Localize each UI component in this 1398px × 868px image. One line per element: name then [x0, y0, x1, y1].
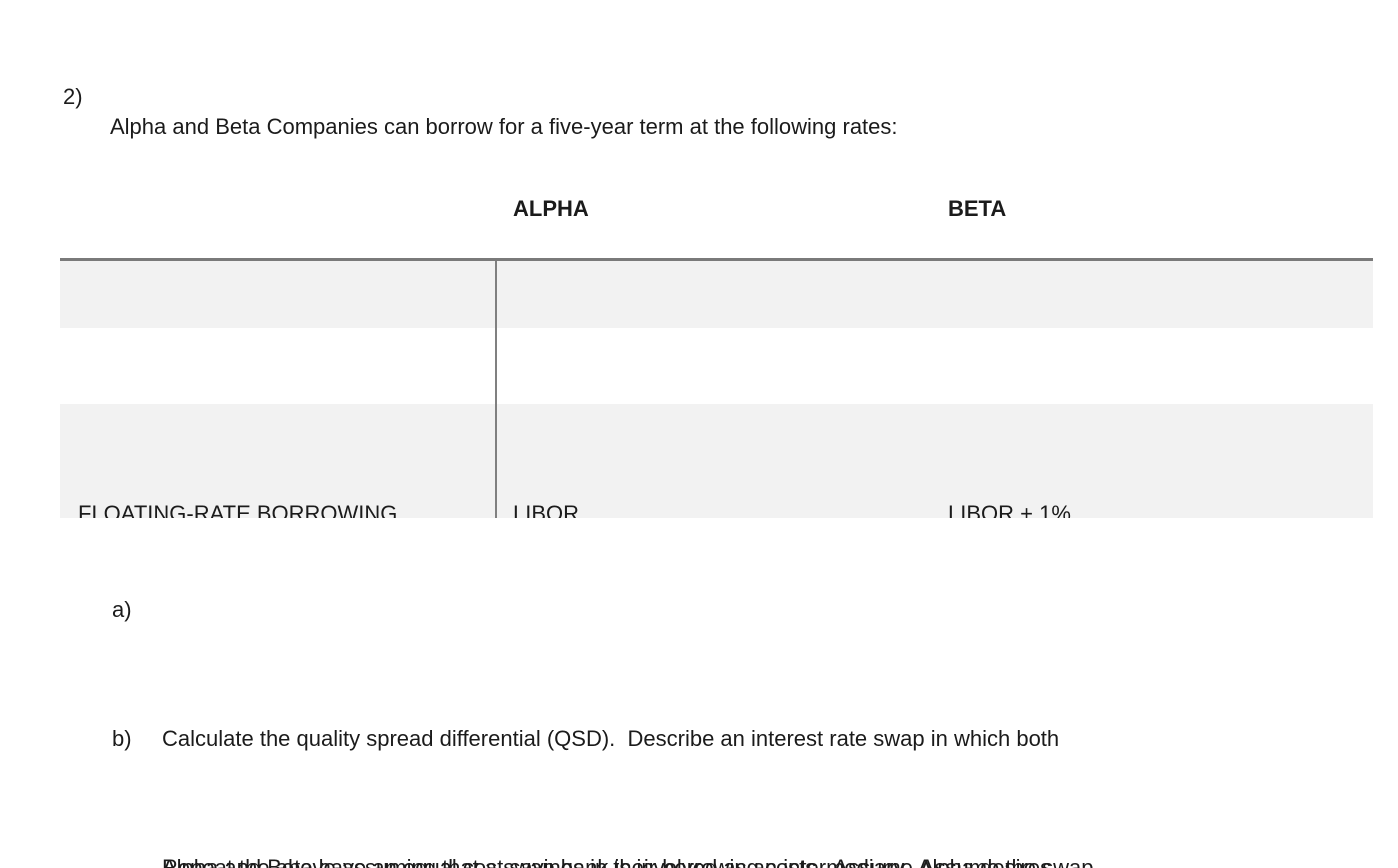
row-label-line: FLOATING-RATE BORROWING: [78, 501, 398, 518]
row-label-cell: FIXED-RATE BORROWING COST: [60, 328, 497, 404]
subquestion-a-text-line: Calculate the quality spread differentia…: [162, 726, 1060, 751]
table-row-credit-rating: MOODY’S CREDIT RATING Aa Baa: [60, 261, 1373, 328]
column-header-alpha: ALPHA: [513, 196, 589, 221]
table-row-fixed-rate: FIXED-RATE BORROWING COST 9.5% 11.0%: [60, 328, 1373, 404]
subquestion-b-text-line: Repeat the above assuming that a swap ba…: [162, 855, 1094, 868]
question-heading: 2) Alpha and Beta Companies can borrow f…: [0, 52, 1398, 139]
beta-value: LIBOR + 1%: [948, 501, 1071, 518]
beta-value-cell: 11.0%: [935, 328, 1373, 404]
column-header-beta: BETA: [948, 196, 1007, 221]
beta-value-cell: LIBOR + 1%: [935, 404, 1373, 518]
subquestion-a: a) Calculate the quality spread differen…: [0, 588, 1398, 868]
alpha-value-cell: 9.5%: [497, 328, 935, 404]
question-number: 2): [63, 84, 83, 109]
subquestion-b-label: b): [112, 726, 132, 751]
subquestion-b: b) Repeat the above assuming that a swap…: [0, 717, 1398, 868]
alpha-value: LIBOR: [513, 501, 580, 518]
beta-value-cell: Baa: [935, 261, 1373, 328]
alpha-value-cell: Aa: [497, 261, 935, 328]
table-column-headers: ALPHA BETA: [0, 194, 1398, 224]
question-text: Alpha and Beta Companies can borrow for …: [110, 114, 898, 139]
subquestion-a-text-line: Alpha and Beta have an equal cost saving…: [162, 855, 1052, 868]
row-label-cell: FLOATING-RATE BORROWING COST: [60, 404, 497, 518]
row-label-cell: MOODY’S CREDIT RATING: [60, 261, 497, 328]
borrowing-rates-table: MOODY’S CREDIT RATING Aa Baa FIXED-RATE …: [60, 258, 1373, 518]
table-row-floating-rate: FLOATING-RATE BORROWING COST LIBOR LIBOR…: [60, 404, 1373, 518]
subquestion-a-label: a): [112, 597, 132, 622]
alpha-value-cell: LIBOR: [497, 404, 935, 518]
